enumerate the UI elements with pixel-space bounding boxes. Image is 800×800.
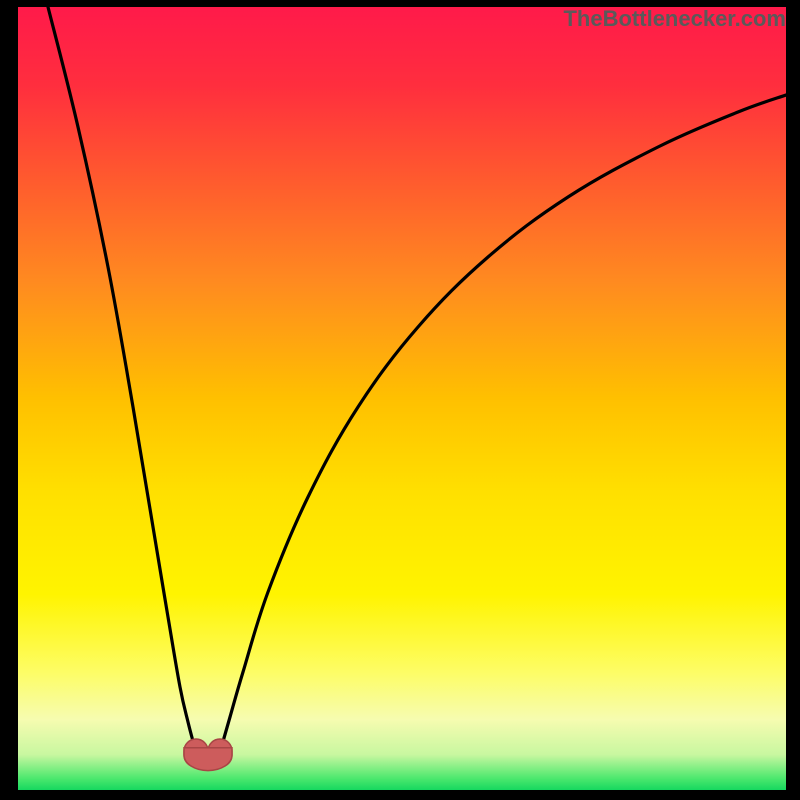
watermark-text: TheBottlenecker.com: [563, 6, 786, 32]
valley-marker: [184, 739, 232, 771]
chart-container: TheBottlenecker.com: [0, 0, 800, 800]
curve-left-branch: [48, 7, 194, 745]
plot-area: [18, 7, 786, 790]
curve-right-branch: [222, 95, 786, 745]
curve-layer: [18, 7, 786, 790]
